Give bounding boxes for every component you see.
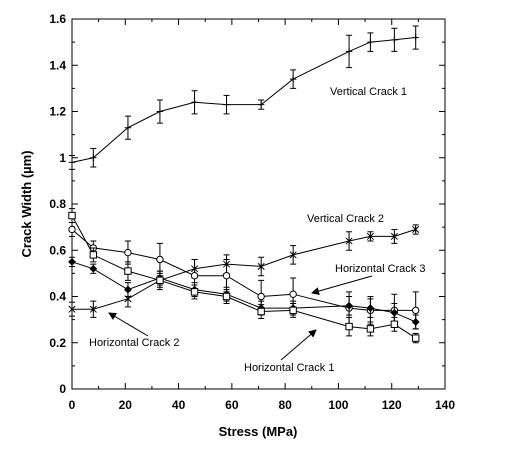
annotation-label: Vertical Crack 1 (330, 86, 407, 98)
square-marker (289, 306, 297, 315)
circle-marker (289, 290, 297, 298)
plus-marker (156, 108, 164, 115)
annotation-label: Vertical Crack 2 (307, 213, 384, 225)
square-marker (257, 307, 265, 316)
axis-ticks: 0 20 40 60 80 100 120 140 0 0.2 0.4 0.6 0.8 1 1.2 1.4 1.… (49, 12, 455, 412)
diamond-marker (345, 301, 353, 310)
plus-marker (68, 159, 76, 166)
square-marker (124, 267, 132, 275)
plus-marker (289, 75, 297, 83)
plus-marker (391, 36, 398, 44)
square-marker (390, 320, 399, 328)
plus-marker (412, 34, 419, 41)
square-marker (68, 211, 76, 220)
circle-marker (411, 306, 420, 315)
plus-marker (367, 38, 374, 46)
series-line (71, 229, 416, 311)
diamond-marker (390, 308, 399, 317)
circle-marker (257, 292, 265, 301)
diamond-marker (68, 257, 76, 266)
series-horizontal-crack-3 (68, 222, 420, 330)
square-marker (190, 288, 199, 296)
y-tick-label: 1.6 (49, 12, 66, 26)
annotation-arrow (108, 312, 149, 337)
x-tick-label: 40 (172, 398, 186, 412)
circle-marker (68, 225, 76, 234)
x-tick-label: 0 (69, 398, 76, 412)
y-tick-label: 0.4 (49, 290, 66, 304)
series-layer (68, 25, 420, 344)
star-marker (345, 237, 353, 245)
square-marker (222, 292, 231, 301)
series-horizontal-crack-1 (68, 208, 420, 344)
series-line (71, 261, 416, 323)
annotation-label: Horizontal Crack 2 (89, 337, 179, 349)
plus-marker (257, 101, 265, 108)
y-tick-label: 1 (59, 151, 66, 165)
series-line (71, 37, 416, 163)
x-tick-label: 100 (328, 398, 348, 412)
plus-marker (124, 124, 132, 131)
annotation-label: Horizontal Crack 3 (335, 263, 425, 275)
square-marker (411, 334, 420, 342)
diamond-marker (124, 285, 132, 294)
star-marker (412, 225, 420, 233)
annotation-label: Horizontal Crack 1 (244, 362, 334, 374)
plot-frame (71, 18, 446, 390)
x-tick-label: 20 (119, 398, 133, 412)
plus-marker (345, 48, 353, 55)
circle-marker (190, 271, 199, 280)
diamond-marker (366, 304, 375, 312)
x-axis-title: Stress (MPa) (219, 424, 298, 439)
square-marker (345, 322, 353, 331)
y-tick-label: 0.6 (49, 243, 66, 257)
square-marker (156, 276, 164, 285)
y-tick-label: 1.2 (49, 105, 66, 119)
y-tick-label: 0.8 (49, 197, 66, 211)
annotation-arrow (311, 275, 373, 295)
star-marker (289, 251, 297, 259)
circle-marker (222, 271, 231, 280)
circle-marker (156, 255, 164, 264)
star-marker (89, 305, 97, 313)
circle-marker (124, 248, 132, 257)
plus-marker (90, 154, 97, 161)
star-marker (366, 232, 374, 240)
star-marker (68, 305, 76, 313)
star-marker (257, 262, 265, 270)
series-line (71, 215, 416, 339)
diamond-marker (411, 318, 420, 326)
diamond-marker (89, 264, 98, 273)
y-tick-label: 1.4 (49, 58, 66, 72)
x-tick-label: 80 (278, 398, 292, 412)
series-vertical-crack-1 (68, 25, 419, 170)
square-marker (366, 325, 375, 333)
plus-marker (191, 99, 198, 106)
x-tick-label: 60 (225, 398, 239, 412)
y-tick-label: 0 (59, 382, 66, 396)
square-marker (89, 251, 98, 259)
series-line (72, 228, 416, 310)
plus-marker (223, 101, 230, 108)
y-axis-title: Crack Width (µm) (19, 150, 34, 257)
annotation-arrow (280, 329, 317, 361)
star-marker (390, 232, 398, 240)
annotation-layer: Vertical Crack 1 Vertical Crack 2 Horizont… (89, 86, 425, 374)
x-tick-label: 140 (435, 398, 455, 412)
x-tick-label: 120 (382, 398, 402, 412)
y-tick-label: 0.2 (49, 336, 66, 350)
